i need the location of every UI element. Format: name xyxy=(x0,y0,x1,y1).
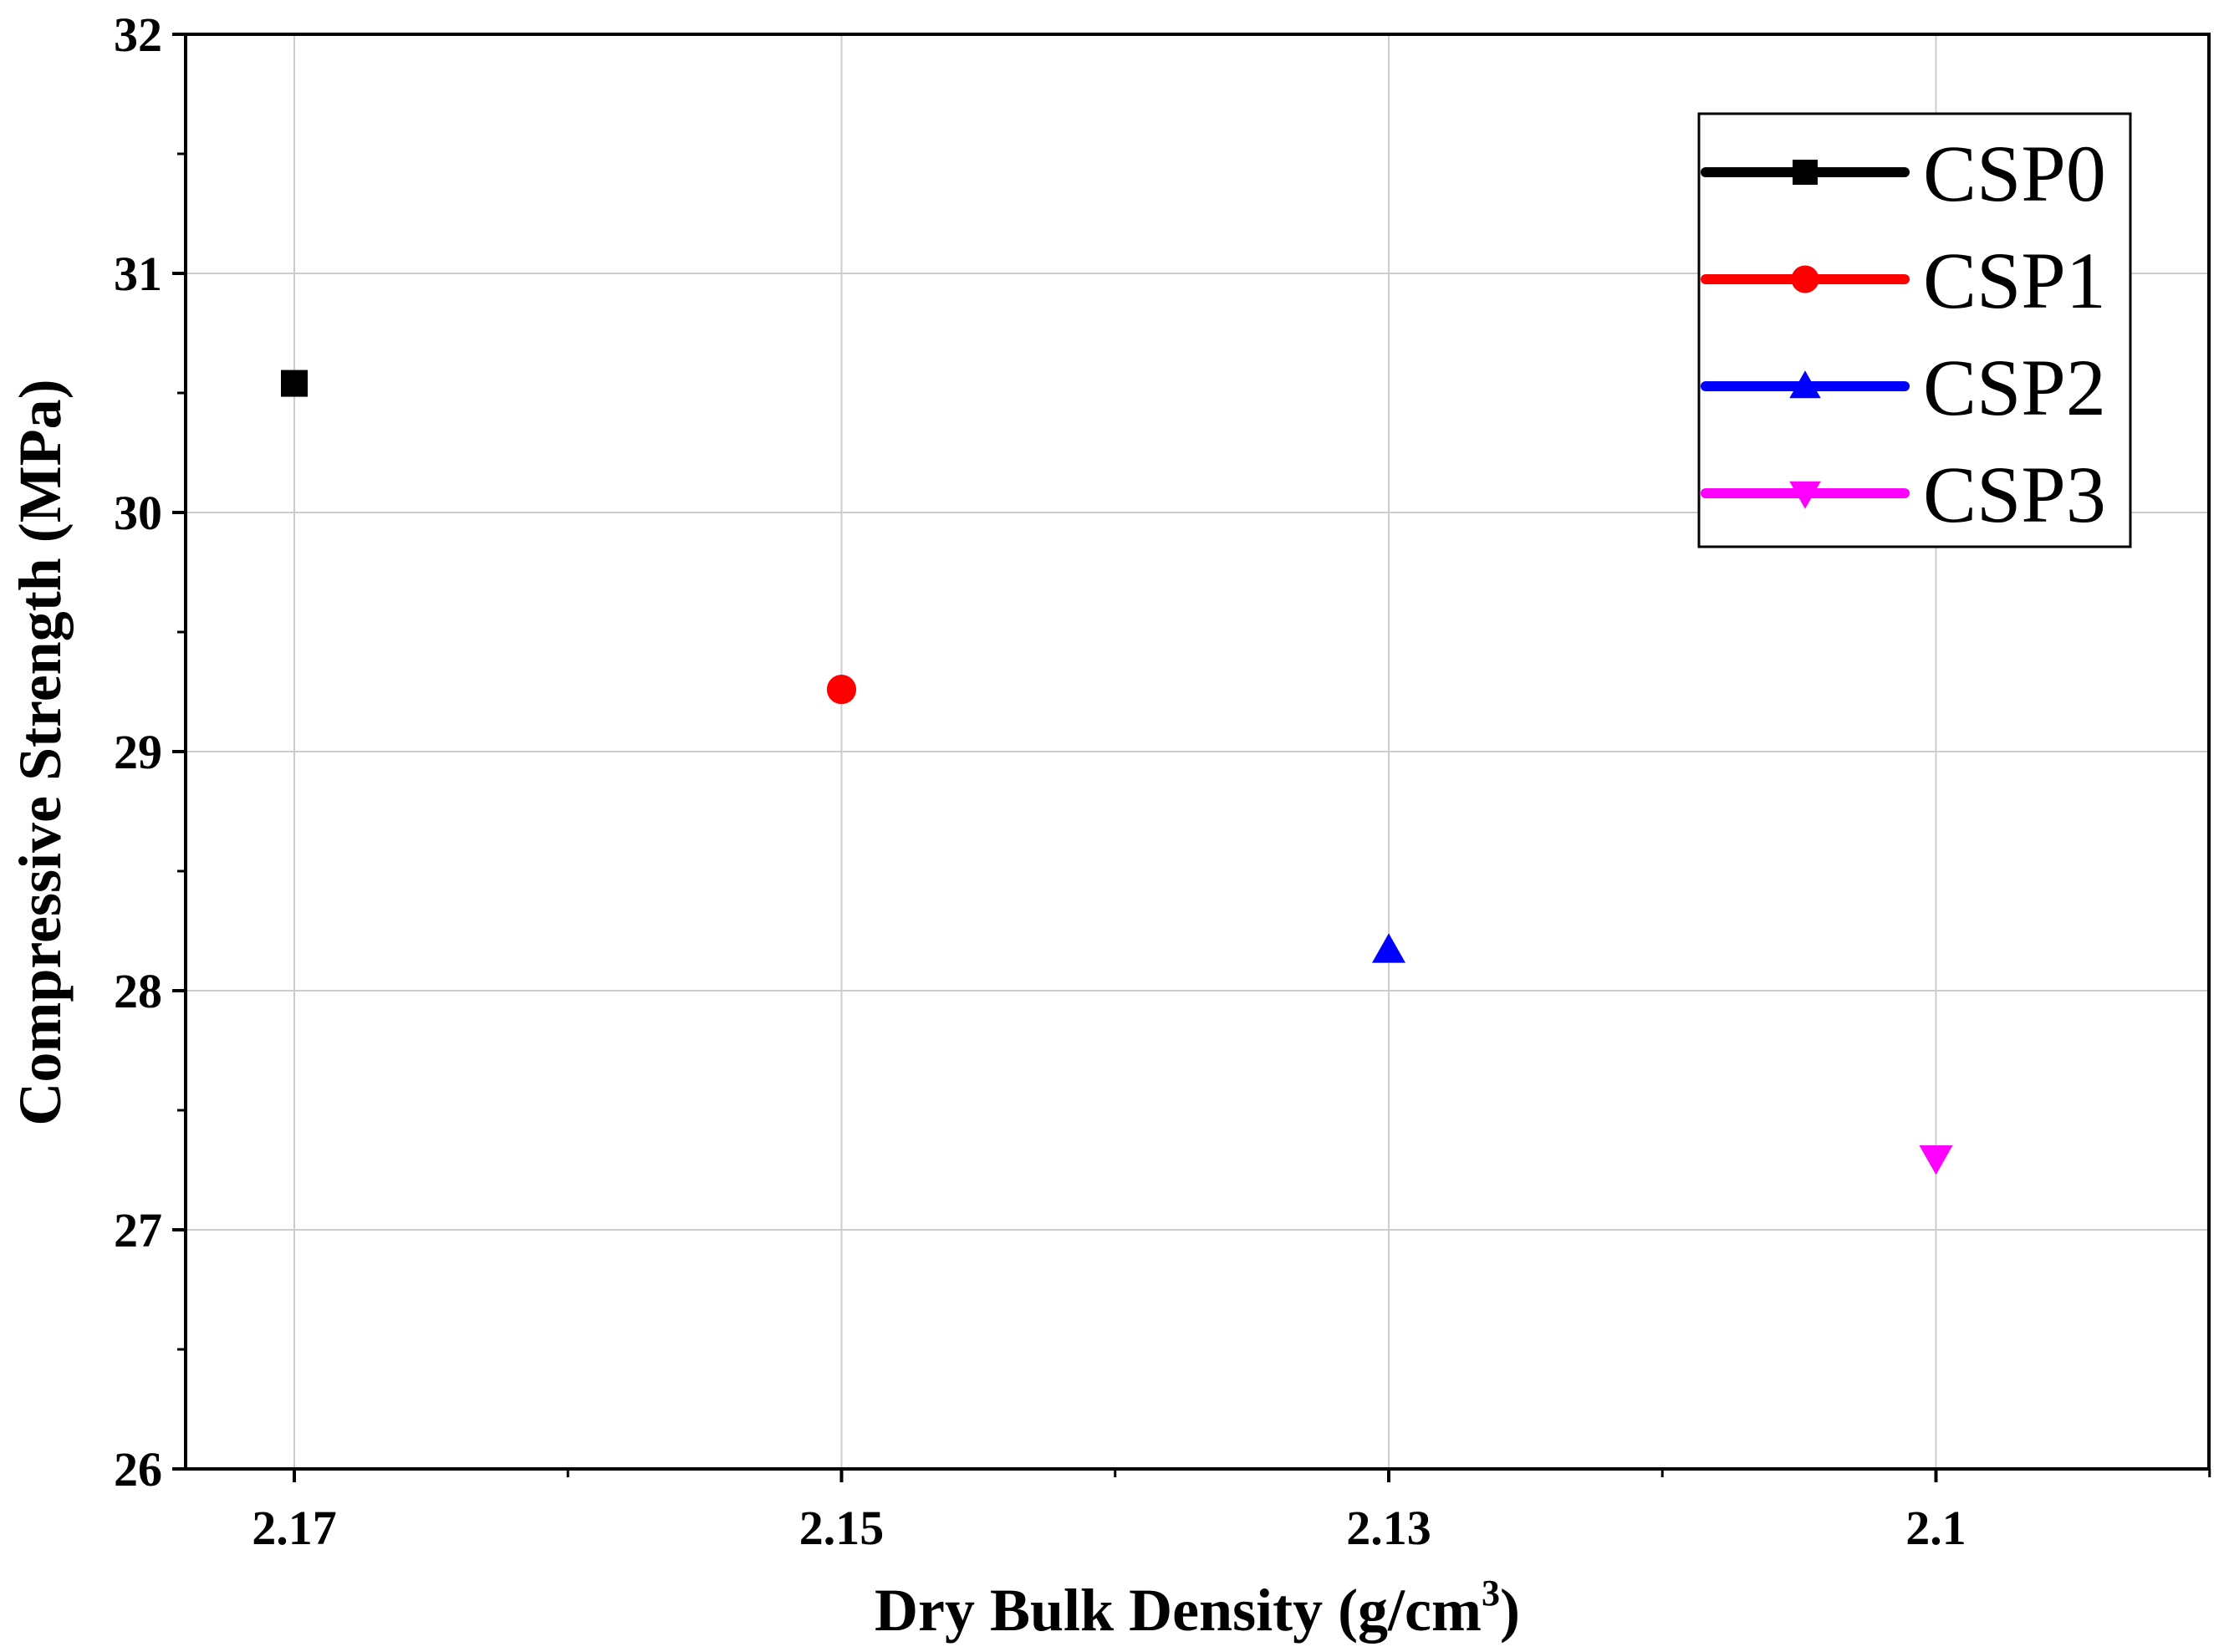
data-point-csp0 xyxy=(281,370,308,397)
legend-label-csp1: CSP1 xyxy=(1923,236,2106,325)
y-tick-label: 31 xyxy=(114,247,162,301)
legend: CSP0 CSP1 CSP2 CSP3 xyxy=(1697,112,2132,548)
x-axis-title: Dry Bulk Density (g/cm3) xyxy=(875,1573,1520,1644)
x-tick-label: 2.13 xyxy=(1346,1501,1431,1555)
data-points xyxy=(281,370,1953,1175)
data-point-csp1 xyxy=(826,675,857,705)
x-axis-title-superscript: 3 xyxy=(1482,1573,1500,1614)
y-tick-label: 28 xyxy=(114,964,162,1018)
legend-marker-csp0 xyxy=(1793,160,1818,185)
x-axis-title-main: Dry Bulk Density (g/cm xyxy=(875,1577,1482,1644)
x-axis: 2.17 2.15 2.13 2.1 xyxy=(252,1469,2211,1555)
y-tick-label: 30 xyxy=(114,486,162,540)
legend-marker-csp2 xyxy=(1789,370,1821,399)
x-tick-label: 2.15 xyxy=(799,1501,885,1555)
legend-label-csp2: CSP2 xyxy=(1923,343,2106,432)
x-tick-label: 2.1 xyxy=(1905,1501,1966,1555)
legend-marker-csp1 xyxy=(1791,265,1819,293)
legend-marker-csp3 xyxy=(1789,481,1821,509)
y-tick-label: 32 xyxy=(114,8,162,62)
data-point-csp2 xyxy=(1372,933,1405,963)
y-tick-label: 29 xyxy=(114,725,162,779)
legend-label-csp3: CSP3 xyxy=(1923,450,2106,539)
legend-label-csp0: CSP0 xyxy=(1923,129,2106,218)
x-tick-label: 2.17 xyxy=(252,1501,337,1555)
y-tick-label: 27 xyxy=(114,1203,162,1257)
data-point-csp3 xyxy=(1919,1145,1953,1175)
legend-box xyxy=(1697,112,2132,548)
y-axis: 26 27 28 29 30 31 32 xyxy=(114,8,186,1496)
y-axis-title: Compressive Strength (MPa) xyxy=(7,379,74,1125)
x-axis-title-close: ) xyxy=(1500,1577,1520,1644)
y-tick-label: 26 xyxy=(114,1442,162,1496)
